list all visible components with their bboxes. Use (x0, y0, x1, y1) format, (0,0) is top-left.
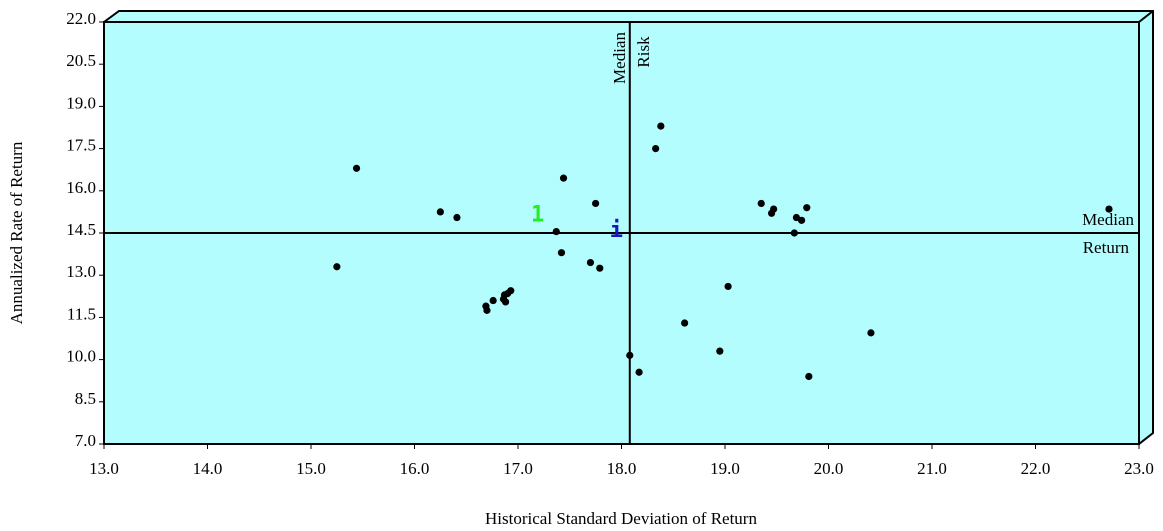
median-return-label-line1: Median (1082, 210, 1134, 229)
data-points (333, 122, 1113, 381)
data-point (1105, 205, 1113, 213)
y-tick-label: 20.5 (66, 51, 96, 70)
median-risk-label-line1: Median (610, 32, 629, 84)
y-tick-label: 14.5 (66, 220, 96, 239)
median-risk-label-line2: Risk (634, 36, 653, 68)
data-point (592, 199, 600, 208)
median-return-label-line2: Return (1083, 238, 1130, 257)
data-point (489, 296, 497, 305)
x-axis-title: Historical Standard Deviation of Return (485, 509, 757, 528)
x-tick-label: 23.0 (1124, 459, 1154, 478)
y-tick-label: 10.0 (66, 347, 96, 366)
data-point (681, 319, 689, 327)
y-tick-label: 16.0 (66, 178, 96, 197)
data-point (797, 216, 806, 224)
y-tick-label: 13.0 (66, 262, 96, 281)
data-point (626, 351, 634, 359)
data-point (333, 263, 341, 271)
data-point (557, 249, 566, 257)
data-point (552, 227, 560, 236)
y-axis-title: Annualized Rate of Return (7, 141, 26, 324)
y-tick-label: 8.5 (75, 389, 96, 408)
data-point (724, 282, 732, 291)
highlight-markers: 1i (531, 203, 623, 243)
y-tick-label: 7.0 (75, 431, 96, 450)
data-point (867, 329, 875, 337)
highlight-marker-1: 1 (531, 203, 544, 228)
x-tick-label: 15.0 (296, 459, 326, 478)
y-tick-label: 11.5 (67, 304, 96, 323)
x-tick-label: 19.0 (710, 459, 740, 478)
data-point (635, 368, 643, 376)
data-point (559, 174, 568, 182)
data-point (507, 287, 515, 295)
data-point (501, 298, 510, 306)
x-tick-label: 22.0 (1021, 459, 1051, 478)
x-tick-label: 21.0 (917, 459, 947, 478)
data-point (805, 372, 813, 381)
x-tick-label: 14.0 (193, 459, 223, 478)
data-point (657, 122, 665, 130)
x-tick-label: 16.0 (400, 459, 430, 478)
data-point (770, 205, 778, 213)
x-tick-label: 18.0 (607, 459, 637, 478)
x-axis-ticks: 13.0 14.0 15.0 16.0 17.0 18.0 19.0 20.0 21.0 22.0… (89, 444, 1154, 478)
y-tick-label: 19.0 (66, 93, 96, 112)
plot-frame-depth-corner (1138, 10, 1154, 23)
data-point (596, 264, 604, 272)
data-point (757, 199, 765, 208)
y-tick-label: 22.0 (66, 9, 96, 28)
data-point (586, 258, 595, 267)
data-point (652, 145, 660, 153)
data-point (352, 164, 361, 172)
x-tick-label: 20.0 (814, 459, 844, 478)
y-tick-label: 17.5 (66, 136, 96, 155)
data-point (453, 213, 461, 222)
highlight-marker-i: i (610, 218, 623, 243)
data-point (716, 347, 724, 355)
data-point (803, 204, 811, 212)
x-tick-label: 13.0 (89, 459, 119, 478)
x-tick-label: 17.0 (503, 459, 533, 478)
data-point (436, 208, 444, 216)
data-point (483, 306, 491, 314)
plot-background (104, 11, 1153, 444)
data-point (790, 229, 798, 237)
y-axis-ticks: 7.0 8.5 10.0 11.5 13.0 14.5 16.0 17.5 19.0 20.5 22… (66, 9, 104, 450)
